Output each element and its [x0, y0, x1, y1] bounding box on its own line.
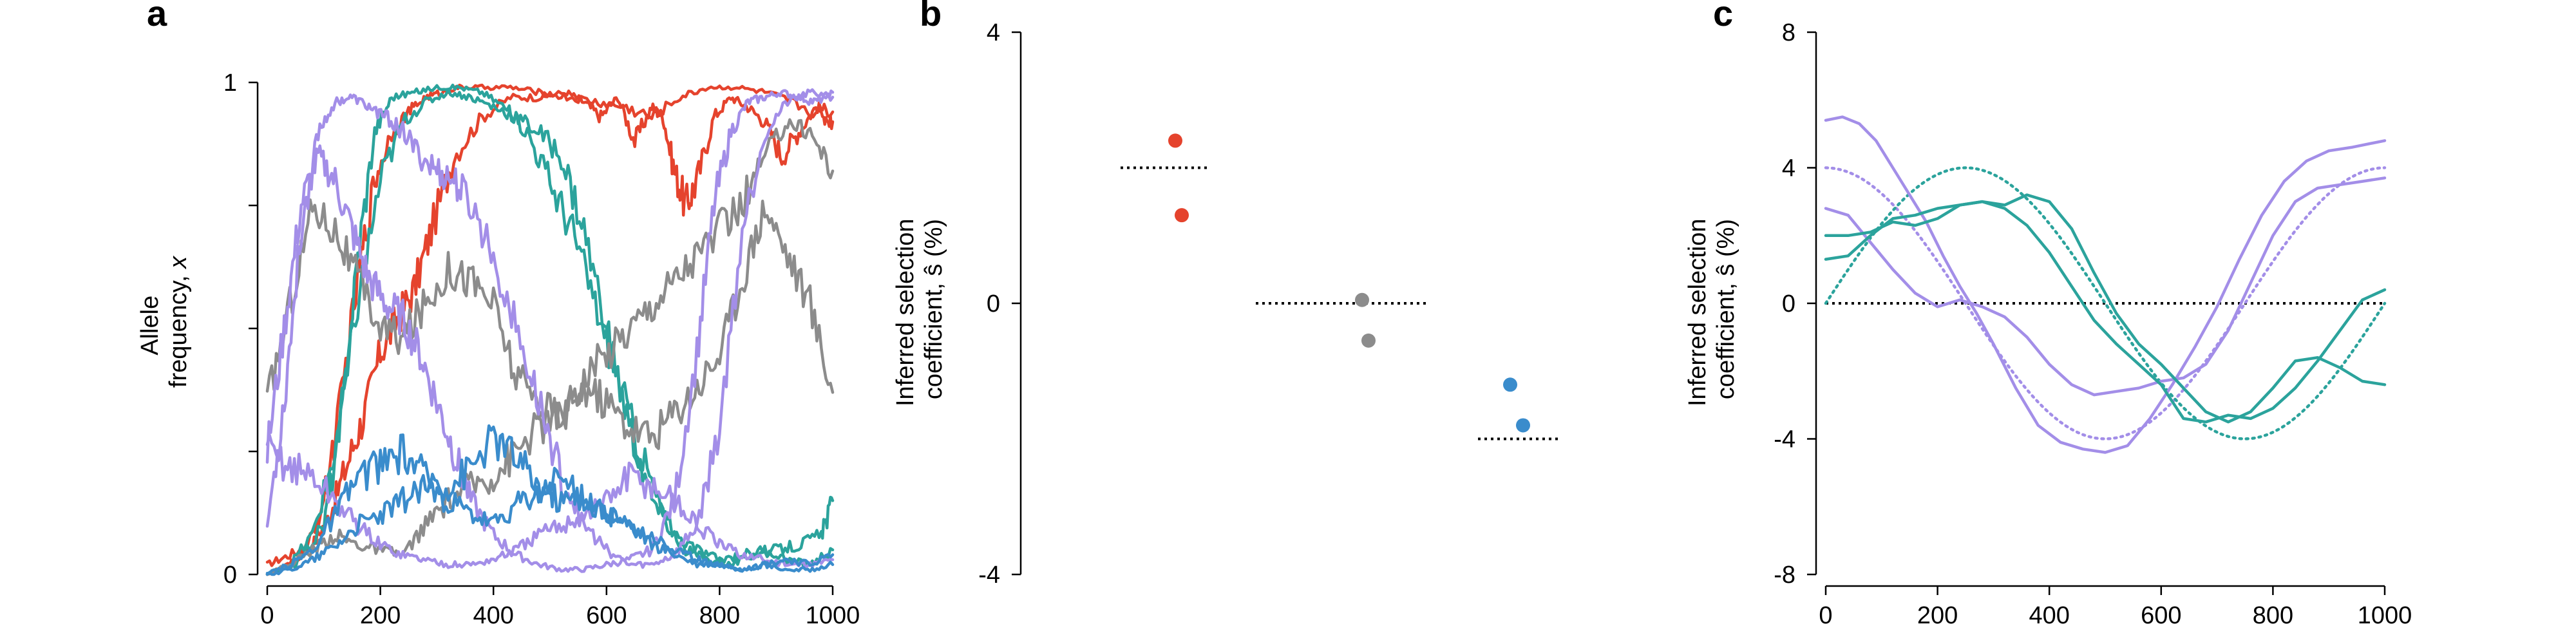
y-tick-label-b-0: -4 — [978, 562, 1000, 589]
x-tick-label-c-1: 200 — [1917, 602, 1958, 629]
y-tick-label-c-3: 4 — [1782, 155, 1795, 182]
series-a-6-purple — [265, 89, 835, 573]
axis-title-y-b-line2: coefficient, ŝ (%) — [920, 219, 947, 399]
svg-text:Allele frequency, x: Allele frequency, x — [137, 255, 192, 388]
series-c-0-purple — [1824, 115, 2387, 454]
y-tick-label-c-0: -8 — [1774, 562, 1795, 589]
panel-label-a: a — [147, 0, 167, 33]
x-tick-label-a-1: 200 — [360, 602, 401, 629]
y-tick-label-b-1: 0 — [987, 290, 1000, 317]
series-c-1-purple — [1824, 176, 2387, 397]
y-tick-label-c-1: -4 — [1774, 426, 1795, 453]
axis-title-y-a: Allele frequency, x — [137, 255, 192, 388]
series-a-10-blue — [265, 466, 835, 576]
y-tick-label-a-1: 1 — [223, 70, 237, 97]
x-tick-label-a-5: 1000 — [806, 602, 860, 629]
point-red-1 — [1175, 208, 1189, 223]
point-blue-1 — [1516, 418, 1530, 433]
y-tick-label-a-0: 0 — [223, 562, 237, 589]
axis-title-y-c-line2: coefficient, ŝ (%) — [1712, 219, 1739, 399]
axis-title-y-a-var: x — [165, 255, 192, 270]
panel-label-b: b — [920, 0, 942, 33]
series-a-3-teal — [265, 88, 835, 576]
x-tick-label-a-3: 600 — [586, 602, 627, 629]
axis-title-y-c-line1: Inferred selection — [1684, 219, 1711, 407]
x-tick-label-c-0: 0 — [1819, 602, 1832, 629]
point-gray-0 — [1355, 292, 1369, 307]
axis-title-y-c: Inferred selection coefficient, ŝ (%) — [1684, 212, 1739, 406]
series-a-7-purple — [265, 88, 835, 569]
x-tick-label-c-4: 800 — [2253, 602, 2293, 629]
x-tick-label-a-0: 0 — [260, 602, 274, 629]
point-red-0 — [1168, 133, 1182, 148]
series-a-8-purple — [265, 433, 835, 569]
series-c-3-teal — [1824, 193, 2387, 424]
true-curve-purple — [1824, 166, 2387, 440]
panel-a: a Allele frequency, x 0 1 0 200 400 600 800 100… — [137, 0, 860, 629]
axis-title-y-b-line1: Inferred selection — [892, 219, 919, 407]
x-tick-label-c-2: 400 — [2029, 602, 2069, 629]
x-tick-label-a-2: 400 — [473, 602, 513, 629]
series-a-4-gray — [265, 118, 835, 430]
y-tick-label-c-2: 0 — [1782, 290, 1795, 317]
panel-label-c: c — [1713, 0, 1733, 33]
point-gray-1 — [1361, 333, 1376, 348]
axis-title-y-a-line1: Allele — [137, 296, 164, 355]
series-c-2-teal — [1824, 200, 2387, 424]
point-blue-0 — [1503, 377, 1517, 392]
panel-c: c Inferred selection coefficient, ŝ (%) … — [1684, 0, 2412, 629]
panel-b: b Inferred selection coefficient, ŝ (%) … — [892, 0, 1562, 589]
y-tick-label-b-2: 4 — [987, 19, 1000, 46]
axis-title-y-b: Inferred selection coefficient, ŝ (%) — [892, 212, 947, 406]
true-curve-teal — [1824, 166, 2387, 440]
y-tick-label-c-4: 8 — [1782, 19, 1795, 46]
axis-title-y-a-line2: frequency, — [165, 269, 192, 388]
x-tick-label-a-4: 800 — [699, 602, 740, 629]
x-tick-label-c-3: 600 — [2141, 602, 2181, 629]
x-tick-label-c-5: 1000 — [2358, 602, 2412, 629]
